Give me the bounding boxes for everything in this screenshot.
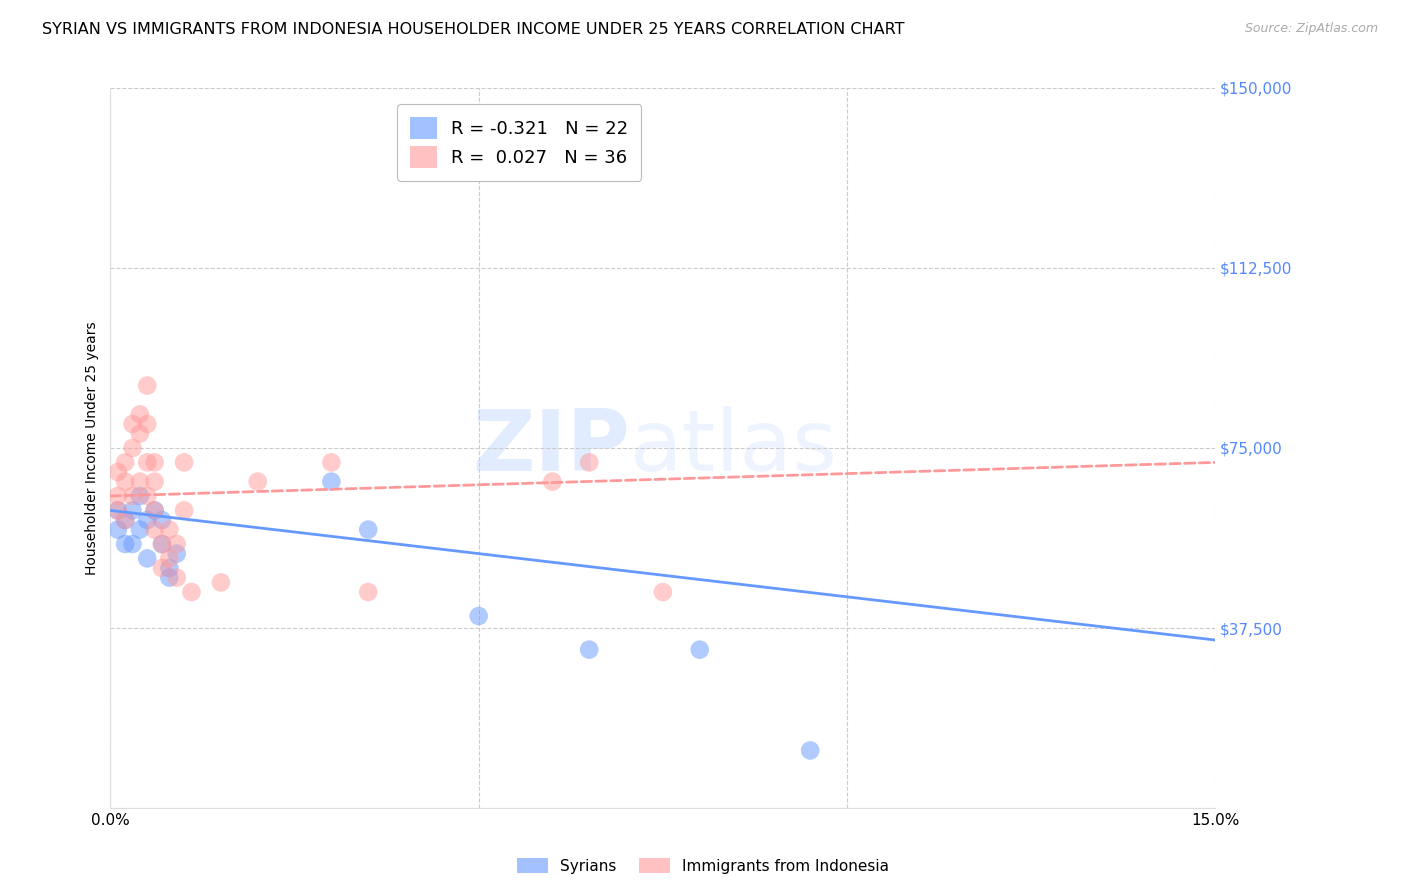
Point bbox=[799, 743, 821, 757]
Point bbox=[136, 378, 159, 392]
Point bbox=[121, 503, 143, 517]
Text: ZIP: ZIP bbox=[472, 407, 630, 490]
Point bbox=[136, 417, 159, 431]
Point bbox=[136, 551, 159, 566]
Point bbox=[166, 537, 188, 551]
Point bbox=[128, 489, 150, 503]
Point bbox=[321, 455, 343, 469]
Point bbox=[128, 475, 150, 489]
Text: SYRIAN VS IMMIGRANTS FROM INDONESIA HOUSEHOLDER INCOME UNDER 25 YEARS CORRELATIO: SYRIAN VS IMMIGRANTS FROM INDONESIA HOUS… bbox=[42, 22, 904, 37]
Point bbox=[121, 537, 143, 551]
Point bbox=[114, 513, 136, 527]
Point bbox=[128, 408, 150, 422]
Legend: R = -0.321   N = 22, R =  0.027   N = 36: R = -0.321 N = 22, R = 0.027 N = 36 bbox=[398, 104, 641, 181]
Point bbox=[121, 489, 143, 503]
Point bbox=[173, 503, 195, 517]
Point bbox=[107, 523, 129, 537]
Point bbox=[578, 642, 600, 657]
Point bbox=[136, 513, 159, 527]
Point bbox=[114, 513, 136, 527]
Point bbox=[209, 575, 232, 590]
Point bbox=[114, 537, 136, 551]
Point bbox=[651, 585, 673, 599]
Point bbox=[150, 537, 173, 551]
Point bbox=[136, 489, 159, 503]
Point bbox=[107, 503, 129, 517]
Point bbox=[114, 475, 136, 489]
Y-axis label: Householder Income Under 25 years: Householder Income Under 25 years bbox=[86, 321, 100, 574]
Point bbox=[150, 513, 173, 527]
Point bbox=[114, 455, 136, 469]
Point bbox=[541, 475, 564, 489]
Point bbox=[107, 489, 129, 503]
Point bbox=[321, 475, 343, 489]
Point bbox=[157, 523, 180, 537]
Point bbox=[143, 455, 166, 469]
Point bbox=[143, 503, 166, 517]
Point bbox=[150, 537, 173, 551]
Point bbox=[357, 523, 380, 537]
Point bbox=[143, 523, 166, 537]
Text: atlas: atlas bbox=[630, 407, 838, 490]
Point bbox=[578, 455, 600, 469]
Point bbox=[143, 503, 166, 517]
Point bbox=[246, 475, 269, 489]
Point bbox=[157, 561, 180, 575]
Point bbox=[150, 561, 173, 575]
Point bbox=[166, 571, 188, 585]
Point bbox=[166, 547, 188, 561]
Point bbox=[136, 455, 159, 469]
Point bbox=[143, 475, 166, 489]
Point bbox=[689, 642, 711, 657]
Point bbox=[180, 585, 202, 599]
Text: Source: ZipAtlas.com: Source: ZipAtlas.com bbox=[1244, 22, 1378, 36]
Point bbox=[157, 551, 180, 566]
Point bbox=[157, 571, 180, 585]
Point bbox=[107, 503, 129, 517]
Point bbox=[107, 465, 129, 479]
Point bbox=[173, 455, 195, 469]
Legend: Syrians, Immigrants from Indonesia: Syrians, Immigrants from Indonesia bbox=[510, 852, 896, 880]
Point bbox=[121, 417, 143, 431]
Point bbox=[121, 441, 143, 455]
Point bbox=[357, 585, 380, 599]
Point bbox=[128, 523, 150, 537]
Point bbox=[467, 609, 489, 624]
Point bbox=[128, 426, 150, 441]
